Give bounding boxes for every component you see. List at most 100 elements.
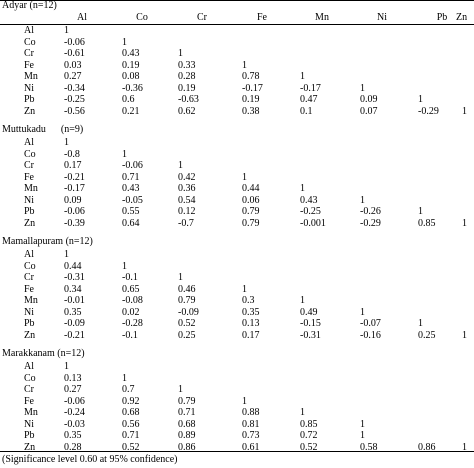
section-title-mamallapuram: Mamallapuram (n=12) <box>2 236 93 247</box>
col-header-mn: Mn <box>315 12 329 23</box>
cell-pb-fe: 0.13 <box>242 318 260 329</box>
cell-zn-ni: -0.29 <box>360 218 381 229</box>
cell-zn-zn: 1 <box>462 106 467 117</box>
row-label: Co <box>24 149 36 160</box>
cell-cr-al: 0.17 <box>64 160 82 171</box>
cell-ni-al: -0.34 <box>64 83 85 94</box>
cell-pb-ni: 0.09 <box>360 94 378 105</box>
cell-zn-fe: 0.38 <box>242 106 260 117</box>
cell-ni-co: 0.02 <box>122 307 140 318</box>
cell-mn-al: -0.17 <box>64 183 85 194</box>
cell-mn-mn: 1 <box>300 295 305 306</box>
row-label: Cr <box>24 48 34 59</box>
cell-ni-co: -0.05 <box>122 195 143 206</box>
cell-pb-mn: 0.72 <box>300 430 318 441</box>
cell-ni-cr: -0.09 <box>178 307 199 318</box>
cell-ni-ni: 1 <box>360 195 365 206</box>
cell-pb-pb: 1 <box>418 318 423 329</box>
cell-zn-co: 0.52 <box>122 442 140 453</box>
cell-co-al: 0.44 <box>64 261 82 272</box>
row-label: Zn <box>24 106 36 117</box>
cell-al-al: 1 <box>64 137 69 148</box>
row-label: Ni <box>24 83 34 94</box>
cell-zn-pb: -0.29 <box>418 106 439 117</box>
cell-cr-cr: 1 <box>178 160 183 171</box>
cell-zn-mn: 0.1 <box>300 106 313 117</box>
cell-mn-fe: 0.3 <box>242 295 255 306</box>
cell-co-co: 1 <box>122 149 127 160</box>
cell-pb-cr: -0.63 <box>178 94 199 105</box>
cell-ni-mn: 0.49 <box>300 307 318 318</box>
row-label: Mn <box>24 71 38 82</box>
cell-pb-cr: 0.89 <box>178 430 196 441</box>
cell-fe-fe: 1 <box>242 284 247 295</box>
cell-zn-fe: 0.61 <box>242 442 260 453</box>
cell-al-al: 1 <box>64 361 69 372</box>
cell-mn-cr: 0.79 <box>178 295 196 306</box>
cell-fe-cr: 0.33 <box>178 60 196 71</box>
cell-fe-fe: 1 <box>242 172 247 183</box>
cell-mn-cr: 0.36 <box>178 183 196 194</box>
cell-pb-co: 0.71 <box>122 430 140 441</box>
cell-cr-co: -0.1 <box>122 272 138 283</box>
cell-fe-cr: 0.46 <box>178 284 196 295</box>
col-header-ni: Ni <box>377 12 387 23</box>
cell-ni-mn: 0.43 <box>300 195 318 206</box>
cell-co-co: 1 <box>122 37 127 48</box>
cell-ni-mn: -0.17 <box>300 83 321 94</box>
cell-fe-co: 0.71 <box>122 172 140 183</box>
cell-co-co: 1 <box>122 261 127 272</box>
cell-zn-al: -0.21 <box>64 330 85 341</box>
cell-mn-mn: 1 <box>300 183 305 194</box>
row-label: Ni <box>24 419 34 430</box>
cell-co-al: -0.06 <box>64 37 85 48</box>
cell-ni-cr: 0.54 <box>178 195 196 206</box>
cell-mn-co: 0.08 <box>122 71 140 82</box>
cell-zn-pb: 0.25 <box>418 330 436 341</box>
cell-mn-co: -0.08 <box>122 295 143 306</box>
cell-fe-cr: 0.79 <box>178 396 196 407</box>
cell-pb-mn: -0.25 <box>300 206 321 217</box>
cell-al-al: 1 <box>64 249 69 260</box>
row-label: Cr <box>24 384 34 395</box>
cell-ni-fe: -0.17 <box>242 83 263 94</box>
cell-pb-pb: 1 <box>418 94 423 105</box>
cell-zn-ni: -0.16 <box>360 330 381 341</box>
cell-mn-mn: 1 <box>300 407 305 418</box>
cell-pb-fe: 0.79 <box>242 206 260 217</box>
cell-fe-al: -0.21 <box>64 172 85 183</box>
cell-fe-co: 0.19 <box>122 60 140 71</box>
cell-fe-al: -0.06 <box>64 396 85 407</box>
row-label: Pb <box>24 94 35 105</box>
cell-pb-co: 0.55 <box>122 206 140 217</box>
row-label: Fe <box>24 396 34 407</box>
cell-mn-cr: 0.28 <box>178 71 196 82</box>
row-label: Co <box>24 373 36 384</box>
cell-ni-al: 0.35 <box>64 307 82 318</box>
cell-zn-zn: 1 <box>462 442 467 453</box>
cell-pb-al: -0.06 <box>64 206 85 217</box>
col-header-al: Al <box>77 12 87 23</box>
cell-cr-cr: 1 <box>178 384 183 395</box>
col-header-co: Co <box>136 12 148 23</box>
section-title-muttukadu: Muttukadu (n=9) <box>2 124 84 135</box>
cell-zn-cr: -0.7 <box>178 218 194 229</box>
row-label: Zn <box>24 330 36 341</box>
cell-ni-ni: 1 <box>360 83 365 94</box>
top-rule <box>0 0 474 1</box>
cell-ni-fe: 0.35 <box>242 307 260 318</box>
cell-pb-cr: 0.12 <box>178 206 196 217</box>
cell-pb-al: 0.35 <box>64 430 82 441</box>
section-title-adyar: Adyar (n=12) <box>2 0 57 11</box>
cell-fe-fe: 1 <box>242 396 247 407</box>
cell-pb-ni: -0.07 <box>360 318 381 329</box>
cell-mn-fe: 0.44 <box>242 183 260 194</box>
cell-ni-cr: 0.19 <box>178 83 196 94</box>
col-header-fe: Fe <box>257 12 267 23</box>
row-label: Cr <box>24 272 34 283</box>
cell-ni-ni: 1 <box>360 307 365 318</box>
cell-pb-mn: -0.15 <box>300 318 321 329</box>
cell-pb-ni: -0.26 <box>360 206 381 217</box>
row-label: Pb <box>24 430 35 441</box>
section-title-marakkanam: Marakkanam (n=12) <box>2 348 85 359</box>
